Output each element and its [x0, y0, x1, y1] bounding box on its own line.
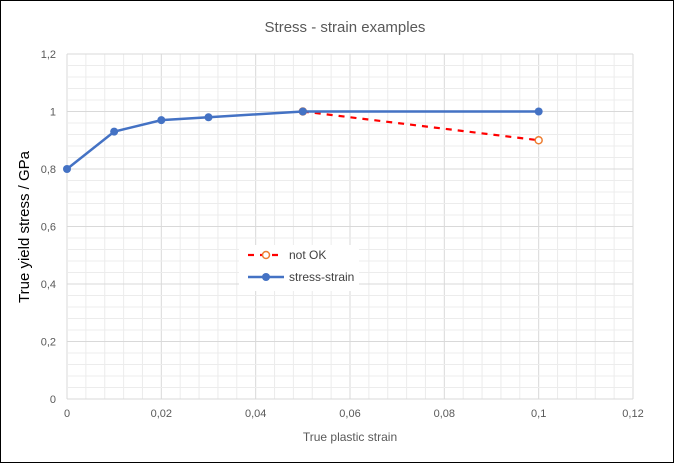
y-tick-label: 0,4	[41, 279, 56, 291]
data-point-stress-strain	[298, 107, 307, 116]
x-tick-label: 0,1	[531, 408, 546, 420]
y-tick-label: 1	[50, 107, 56, 119]
y-tick-label: 0	[50, 394, 56, 406]
data-point-stress-strain	[110, 127, 119, 136]
y-tick-label: 0,2	[41, 337, 56, 349]
y-tick-label: 0,8	[41, 164, 56, 176]
x-tick-label: 0,12	[622, 408, 643, 420]
x-tick-label: 0,06	[339, 408, 360, 420]
series-line-not-ok	[302, 110, 539, 142]
legend-label-stress-strain: stress-strain	[289, 270, 354, 284]
x-tick-label: 0,08	[434, 408, 455, 420]
data-point-stress-strain	[157, 116, 166, 125]
series-line-stress-strain	[66, 110, 539, 170]
y-tick-label: 0,6	[41, 222, 56, 234]
x-tick-label: 0,02	[151, 408, 172, 420]
x-tick-label: 0,04	[245, 408, 266, 420]
chart-title: Stress - strain examples	[265, 19, 426, 36]
y-tick-label: 1,2	[41, 49, 56, 61]
data-point-not-ok	[534, 136, 543, 145]
y-axis-label: True yield stress / GPa	[16, 150, 33, 303]
data-point-stress-strain	[204, 113, 213, 122]
data-point-stress-strain	[534, 107, 543, 116]
x-tick-label: 0	[64, 408, 70, 420]
legend-marker-stress-strain	[262, 273, 270, 281]
legend: not OK stress-strain	[239, 245, 359, 291]
data-point-stress-strain	[63, 165, 71, 173]
x-axis-label: True plastic strain	[303, 430, 397, 444]
legend-label-not-ok: not OK	[289, 248, 326, 262]
legend-marker-not-ok	[261, 250, 271, 260]
